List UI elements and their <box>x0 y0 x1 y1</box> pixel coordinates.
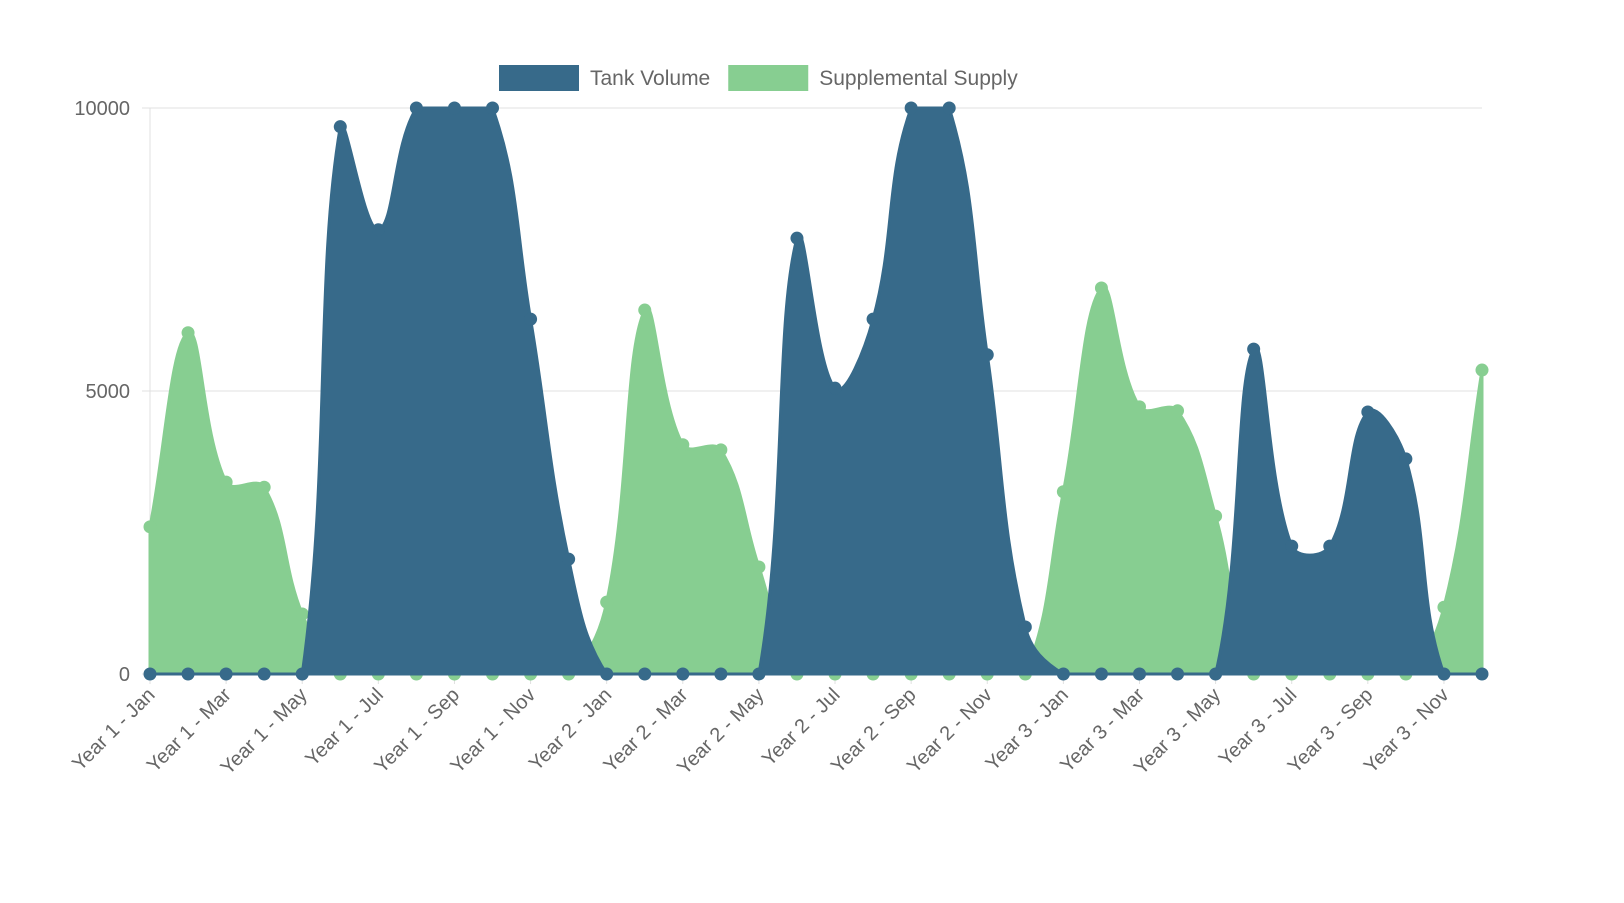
supplemental-supply-point <box>295 607 309 621</box>
tank-volume-point <box>980 348 994 362</box>
supplemental-supply-point <box>1209 509 1223 523</box>
tank-volume-point <box>333 120 347 134</box>
supplemental-supply-point <box>1475 363 1489 377</box>
series-areas <box>143 101 1489 681</box>
tank-volume-point <box>866 312 880 326</box>
tank-volume-point <box>904 101 918 115</box>
tank-volume-point <box>409 101 423 115</box>
tank-volume-point <box>524 312 538 326</box>
legend: Tank Volume Supplemental Supply <box>499 65 1018 91</box>
supplemental-supply-point <box>600 595 614 609</box>
tank-volume-point <box>562 552 576 566</box>
supplemental-supply-point <box>1437 600 1451 614</box>
supplemental-supply-point <box>638 303 652 317</box>
tank-volume-point <box>1247 342 1261 356</box>
tank-volume-point <box>1361 405 1375 419</box>
supplemental-supply-point <box>181 326 195 340</box>
legend-label: Tank Volume <box>590 67 710 90</box>
supplemental-supply-point <box>1171 404 1185 418</box>
tank-volume-point <box>790 231 804 245</box>
supplemental-supply-point <box>752 560 766 574</box>
supplemental-supply-point <box>219 475 233 489</box>
supplemental-supply-point <box>676 438 690 452</box>
supplemental-supply-point <box>143 520 157 534</box>
tank-volume-point <box>942 101 956 115</box>
tank-volume-point <box>371 223 385 237</box>
legend-swatch <box>728 65 809 91</box>
tank-volume-point <box>1399 452 1413 466</box>
tank-volume-point <box>1285 539 1299 553</box>
supplemental-supply-point <box>1132 400 1146 414</box>
tank-volume-point <box>1018 620 1032 634</box>
y-tick-label: 5000 <box>86 381 131 403</box>
y-axis-labels: 0 5000 10000 <box>74 98 130 686</box>
tank-volume-point <box>1323 539 1337 553</box>
supplemental-supply-point <box>1094 281 1108 295</box>
supplemental-supply-point <box>714 443 728 457</box>
supplemental-supply-point <box>1056 485 1070 499</box>
supplemental-supply-point <box>257 480 271 494</box>
legend-label: Supplemental Supply <box>819 67 1018 90</box>
tank-volume-point <box>447 101 461 115</box>
tank-volume-point <box>828 381 842 395</box>
tank-volume-point <box>486 101 500 115</box>
y-tick-label: 0 <box>119 664 130 686</box>
y-tick-label: 10000 <box>74 98 130 120</box>
legend-swatch <box>499 65 579 91</box>
